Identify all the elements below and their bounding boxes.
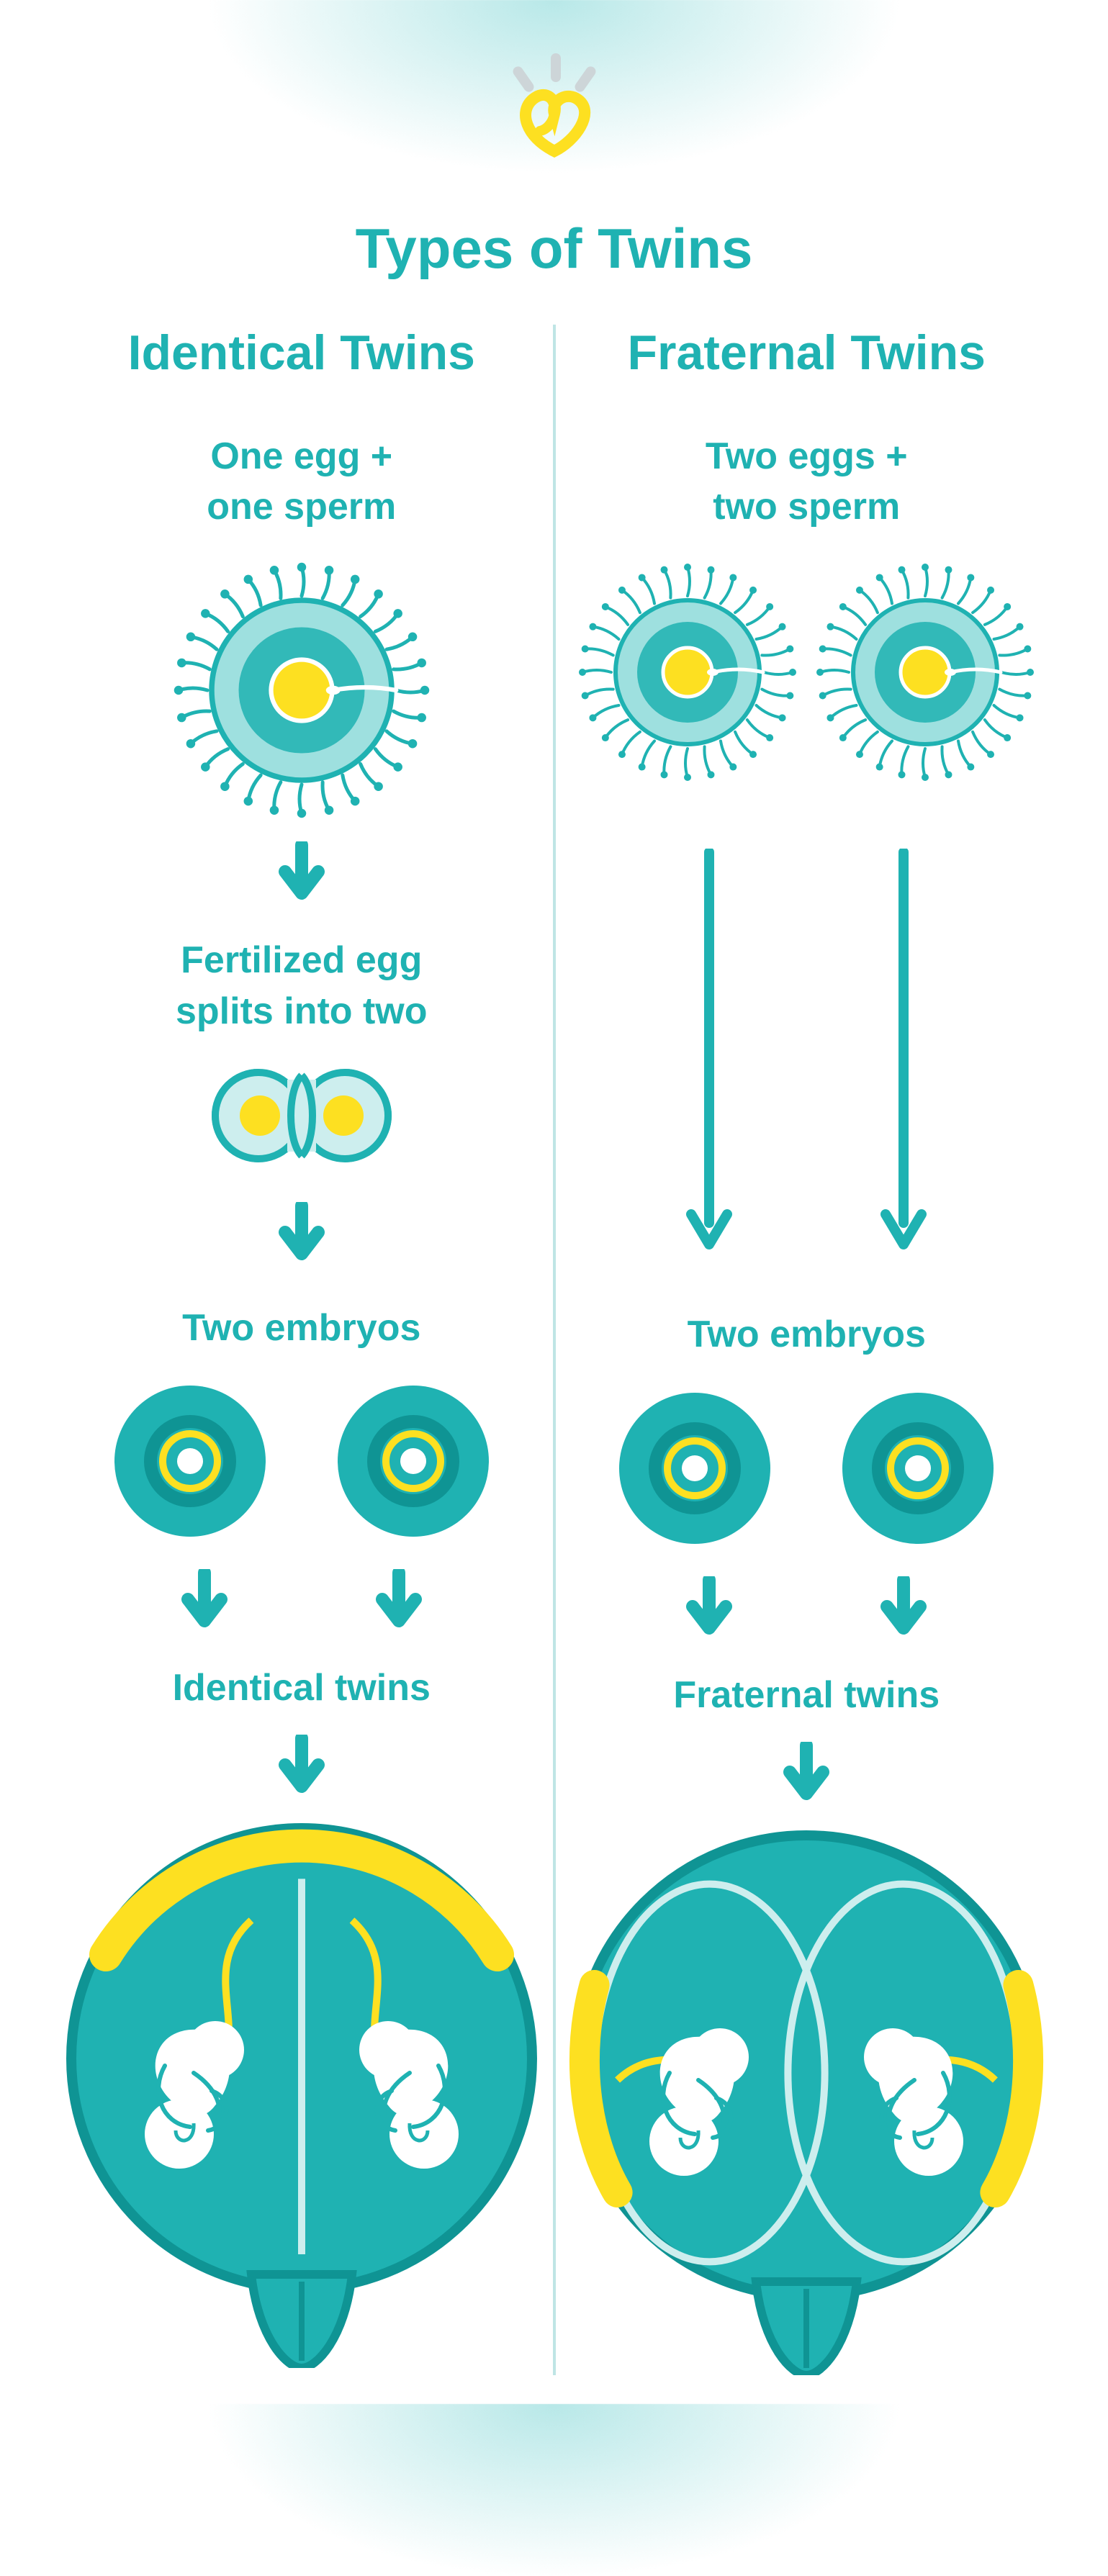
double-arrow-down-icon [684,1576,929,1641]
womb-identical-icon [57,1821,546,2368]
identical-step1-label: One egg + one sperm [207,431,396,532]
identical-step4-label: Identical twins [173,1663,431,1713]
egg-icon [172,561,431,820]
arrow-down-icon [781,1742,832,1807]
two-embryos-icon [616,1389,997,1547]
fraternal-step3-label: Two embryos [688,1309,926,1360]
womb-fraternal-icon [562,1828,1051,2375]
fraternal-step4-label: Fraternal twins [673,1670,940,1720]
logo [0,0,1108,166]
identical-column: Identical Twins One egg + one sperm Fert… [50,325,553,2375]
arrow-down-icon [276,841,327,906]
arrow-down-icon [276,1735,327,1799]
arrow-down-icon [276,1202,327,1267]
identical-step3-label: Two embryos [182,1303,420,1353]
fraternal-column: Fraternal Twins Two eggs + two sperm [556,325,1058,2375]
two-embryos-icon [111,1382,492,1540]
fraternal-step1-label: Two eggs + two sperm [706,431,908,532]
page-title: Types of Twins [0,216,1108,281]
double-arrow-down-icon [179,1569,424,1634]
fraternal-title: Fraternal Twins [627,325,986,381]
identical-step2-label: Fertilized egg splits into two [176,935,428,1036]
splitting-cell-icon [208,1065,395,1166]
identical-title: Identical Twins [128,325,475,381]
double-long-arrow-icon [684,849,929,1252]
two-eggs-icon [576,561,1037,784]
